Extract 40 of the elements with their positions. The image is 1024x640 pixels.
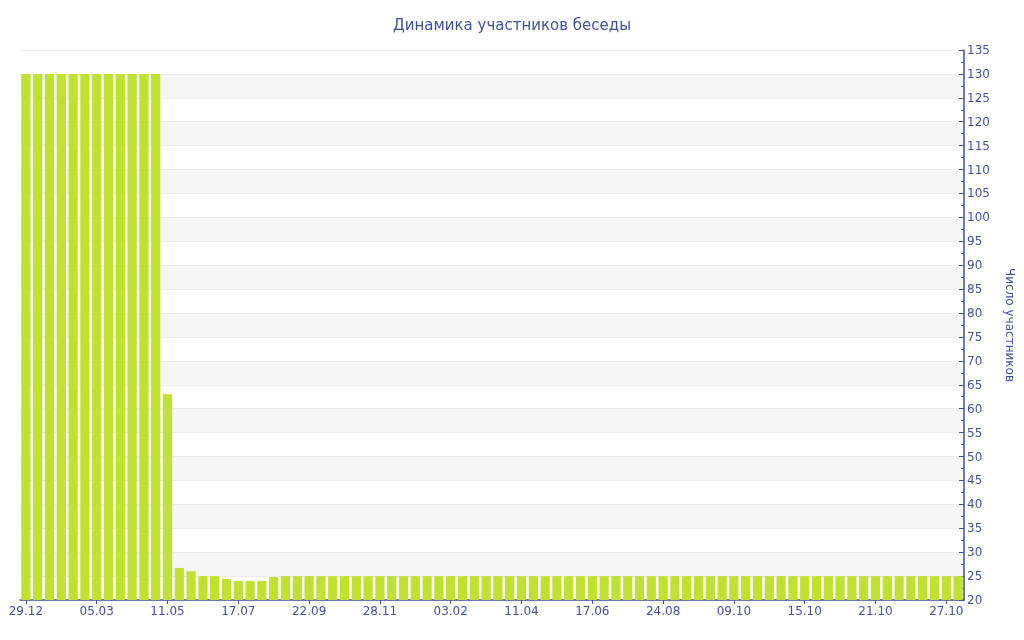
y-tick-label: 135 — [967, 43, 990, 57]
x-tick-label: 03.02 — [433, 604, 468, 618]
y-tick-label: 65 — [967, 377, 983, 392]
y-tick-label: 120 — [967, 114, 990, 129]
y-tick-label: 75 — [967, 329, 983, 344]
y-tick-label: 105 — [967, 186, 990, 201]
y-tick-label: 35 — [967, 521, 983, 536]
y-tick-label: 45 — [967, 473, 983, 488]
y-tick-label: 90 — [967, 258, 983, 273]
y-tick-label: 50 — [967, 449, 983, 464]
y-tick-label: 55 — [967, 425, 983, 440]
y-tick-label: 70 — [967, 353, 983, 368]
y-tick-label: 60 — [967, 401, 983, 416]
y-axis-title: Число участников — [1003, 268, 1017, 382]
y-tick-label: 30 — [967, 545, 983, 560]
x-tick-label: 09.10 — [716, 604, 752, 618]
x-tick-label: 24.08 — [645, 604, 681, 618]
x-tick-label: 22.09 — [291, 604, 327, 618]
x-tick-label: 11.04 — [504, 604, 539, 618]
x-tick-label: 05.03 — [79, 604, 114, 618]
x-tick-label: 17.07 — [221, 604, 256, 618]
x-tick-label: 28.11 — [362, 604, 398, 618]
x-tick-label: 21.10 — [858, 604, 893, 618]
y-tick-label: 20 — [967, 593, 983, 607]
y-tick-label: 125 — [967, 90, 990, 105]
x-tick-label: 11.05 — [150, 604, 185, 618]
chart-title: Динамика участников беседы — [392, 15, 632, 34]
y-tick-label: 130 — [967, 66, 990, 81]
y-tick-label: 80 — [967, 306, 983, 321]
y-tick-label: 115 — [967, 138, 990, 153]
y-tick-label: 100 — [967, 210, 990, 225]
x-tick-label: 29.12 — [8, 604, 44, 618]
y-tick-label: 40 — [967, 497, 983, 512]
x-tick-label: 27.10 — [929, 604, 964, 618]
x-tick-label: 15.10 — [787, 604, 822, 618]
y-tick-label: 95 — [967, 234, 983, 249]
x-tick-label: 17.06 — [575, 604, 610, 618]
y-tick-label: 25 — [967, 569, 983, 584]
y-tick-label: 110 — [967, 162, 990, 177]
y-tick-label: 85 — [967, 282, 983, 297]
